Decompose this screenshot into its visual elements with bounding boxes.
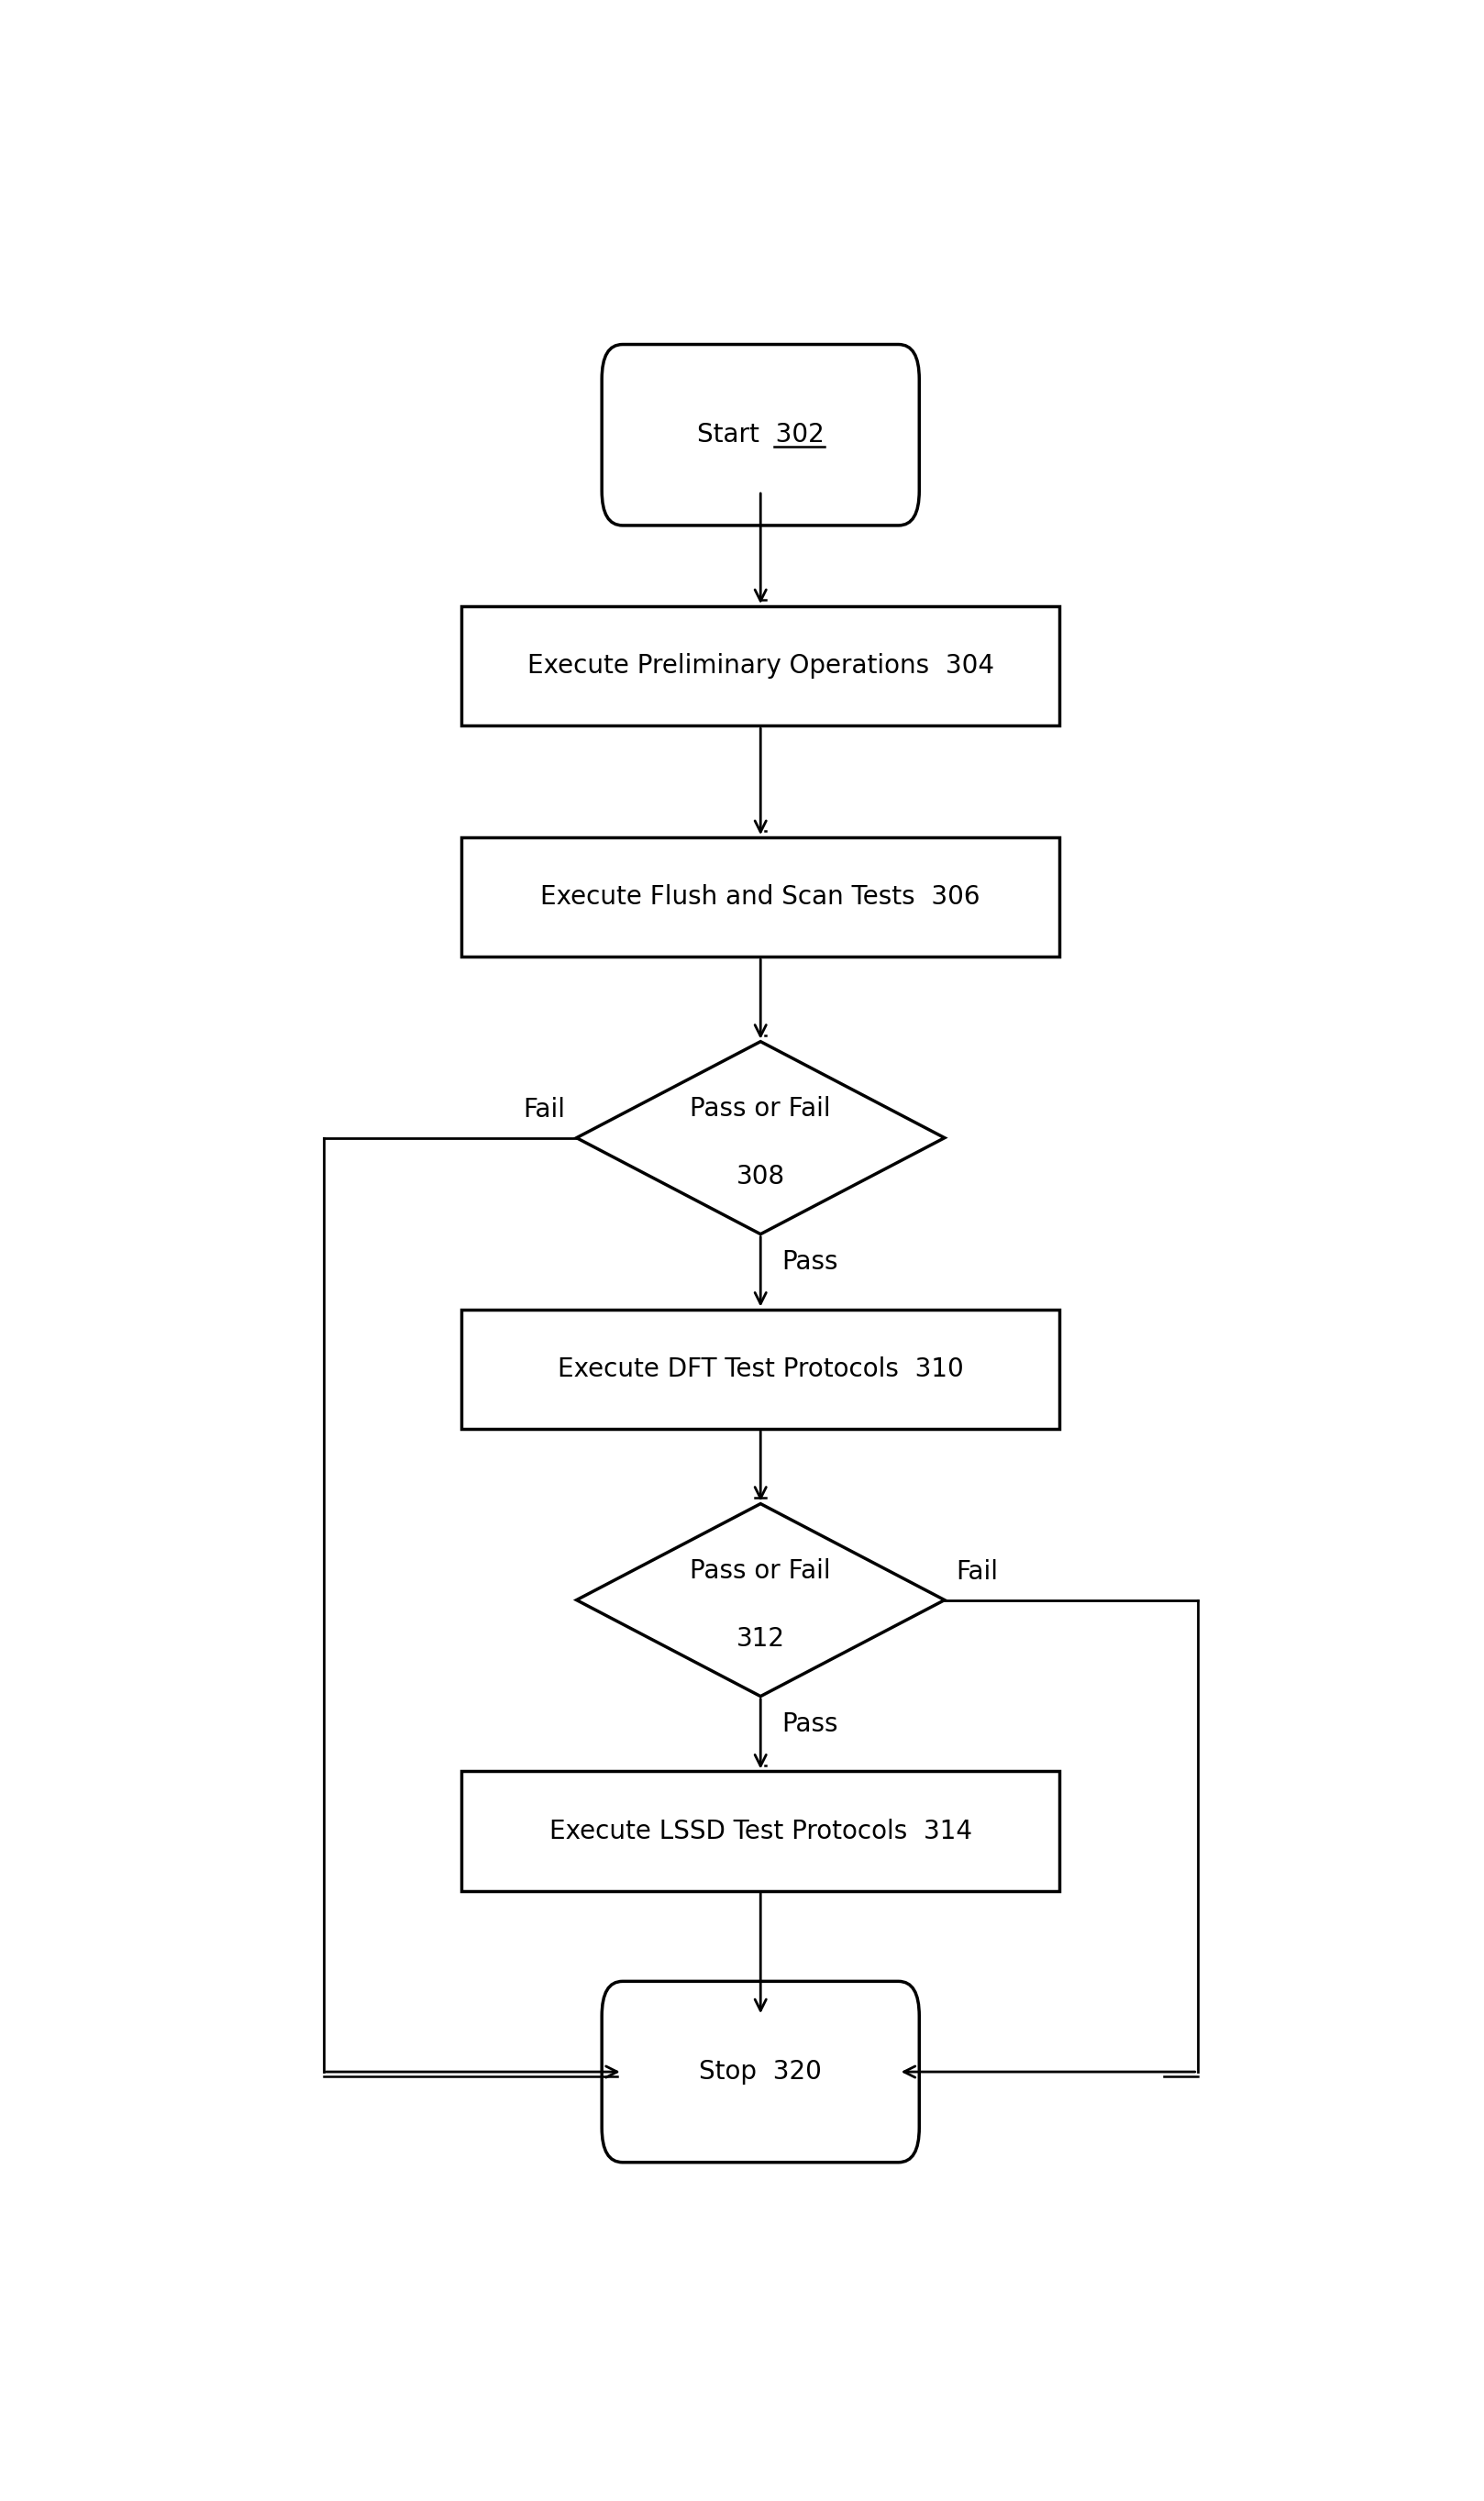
Text: Execute Preliminary Operations  304: Execute Preliminary Operations 304 bbox=[527, 653, 994, 678]
Text: Start  302: Start 302 bbox=[697, 423, 824, 448]
Text: Fail: Fail bbox=[522, 1098, 565, 1123]
Text: Execute LSSD Test Protocols  314: Execute LSSD Test Protocols 314 bbox=[549, 1818, 972, 1843]
Text: Pass or Fail: Pass or Fail bbox=[690, 1558, 831, 1583]
Text: Pass or Fail: Pass or Fail bbox=[690, 1095, 831, 1123]
FancyBboxPatch shape bbox=[603, 345, 919, 525]
FancyBboxPatch shape bbox=[603, 1981, 919, 2163]
Bar bbox=[462, 1771, 1060, 1891]
Text: 308: 308 bbox=[736, 1163, 785, 1188]
Text: 312: 312 bbox=[736, 1626, 785, 1651]
Bar bbox=[462, 1308, 1060, 1428]
Bar bbox=[462, 605, 1060, 725]
Text: Stop  320: Stop 320 bbox=[699, 2058, 822, 2086]
Text: Fail: Fail bbox=[956, 1558, 999, 1586]
Polygon shape bbox=[576, 1503, 944, 1696]
Polygon shape bbox=[576, 1040, 944, 1233]
Text: Execute DFT Test Protocols  310: Execute DFT Test Protocols 310 bbox=[558, 1356, 963, 1381]
Text: Execute Flush and Scan Tests  306: Execute Flush and Scan Tests 306 bbox=[540, 885, 981, 910]
Text: Pass: Pass bbox=[781, 1250, 837, 1276]
Text: Pass: Pass bbox=[781, 1711, 837, 1738]
Bar bbox=[462, 838, 1060, 958]
